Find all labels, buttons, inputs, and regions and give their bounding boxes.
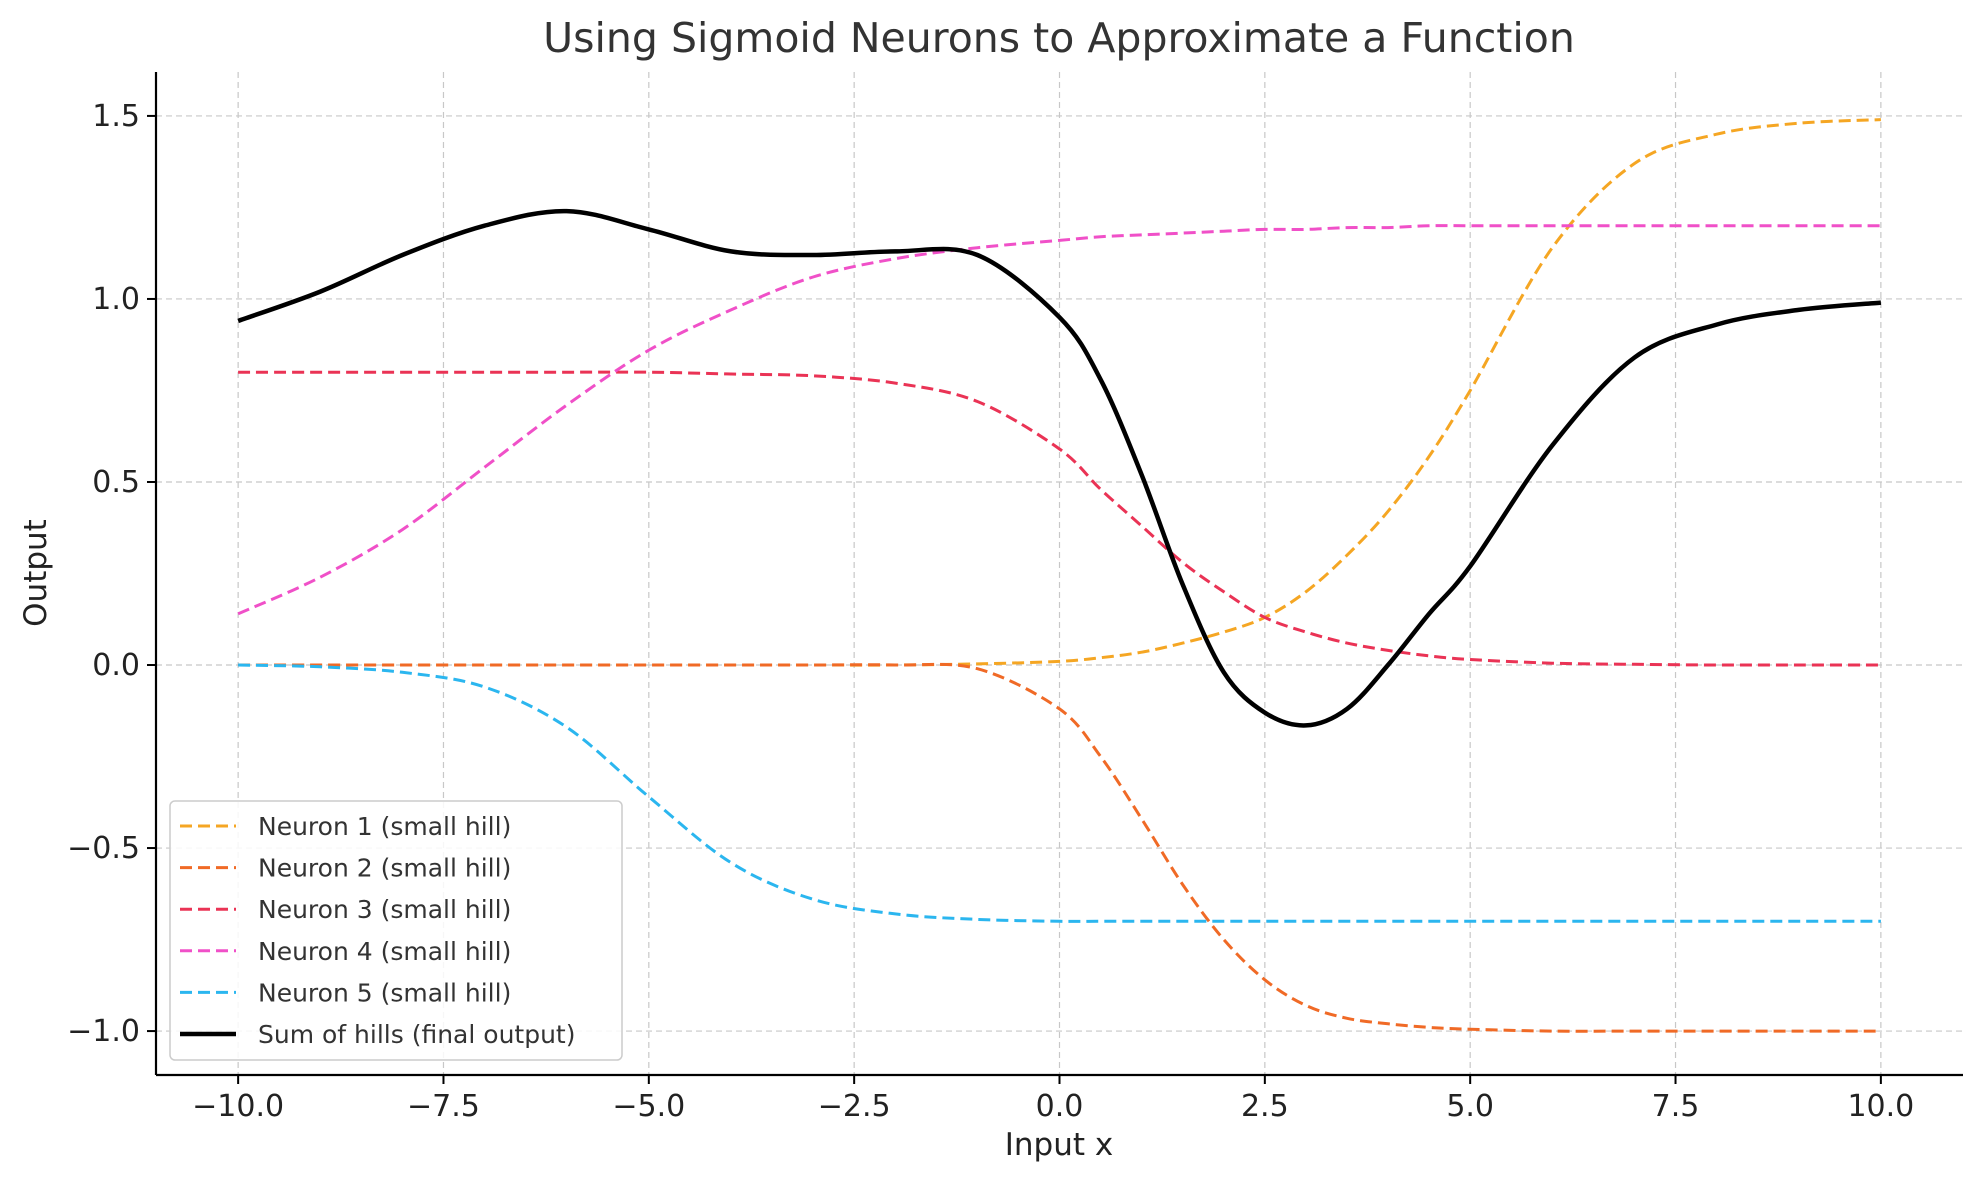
legend-label-3: Neuron 3 (small hill) bbox=[258, 895, 511, 924]
x-tick-label: −2.5 bbox=[818, 1089, 891, 1124]
x-tick-label: −10.0 bbox=[192, 1089, 284, 1124]
legend-label-1: Neuron 1 (small hill) bbox=[258, 812, 511, 841]
y-tick-label: 0.5 bbox=[92, 465, 140, 500]
x-axis-label: Input x bbox=[1005, 1127, 1113, 1163]
series-lines bbox=[237, 118, 1882, 1033]
y-tick-label: 0.0 bbox=[92, 648, 140, 683]
y-tick-label: 1.5 bbox=[92, 99, 140, 134]
x-tick-label: 2.5 bbox=[1241, 1089, 1289, 1124]
y-tick-label: 1.0 bbox=[92, 282, 140, 317]
legend-label-6: Sum of hills (final output) bbox=[258, 1020, 575, 1049]
x-tick-label: 10.0 bbox=[1847, 1089, 1914, 1124]
series-line-5 bbox=[238, 663, 1881, 923]
chart-title: Using Sigmoid Neurons to Approximate a F… bbox=[543, 14, 1575, 62]
series-line-3 bbox=[238, 370, 1881, 667]
x-tick-label: 7.5 bbox=[1652, 1089, 1700, 1124]
series-line-4 bbox=[237, 224, 1881, 616]
series-line-2 bbox=[238, 662, 1881, 1033]
legend-label-5: Neuron 5 (small hill) bbox=[258, 978, 511, 1007]
legend-box bbox=[169, 800, 623, 1061]
x-tick-label: −5.0 bbox=[612, 1089, 685, 1124]
legend: Neuron 1 (small hill) Neuron 2 (small hil… bbox=[169, 800, 623, 1061]
legend-label-2: Neuron 2 (small hill) bbox=[258, 854, 511, 883]
y-tick-label: −1.0 bbox=[67, 1014, 140, 1049]
y-tick-label: −0.5 bbox=[67, 831, 140, 866]
tick-marks: −10.0 −7.5 −5.0 −2.5 0.0 2.5 5.0 7.5 10.0 −1.0 −0.… bbox=[67, 99, 1914, 1124]
x-tick-label: 5.0 bbox=[1446, 1089, 1494, 1124]
x-tick-label: −7.5 bbox=[407, 1089, 480, 1124]
y-axis-label: Output bbox=[18, 519, 54, 627]
legend-label-4: Neuron 4 (small hill) bbox=[258, 937, 511, 966]
x-tick-label: 0.0 bbox=[1036, 1089, 1084, 1124]
series-line-6 bbox=[237, 208, 1882, 728]
